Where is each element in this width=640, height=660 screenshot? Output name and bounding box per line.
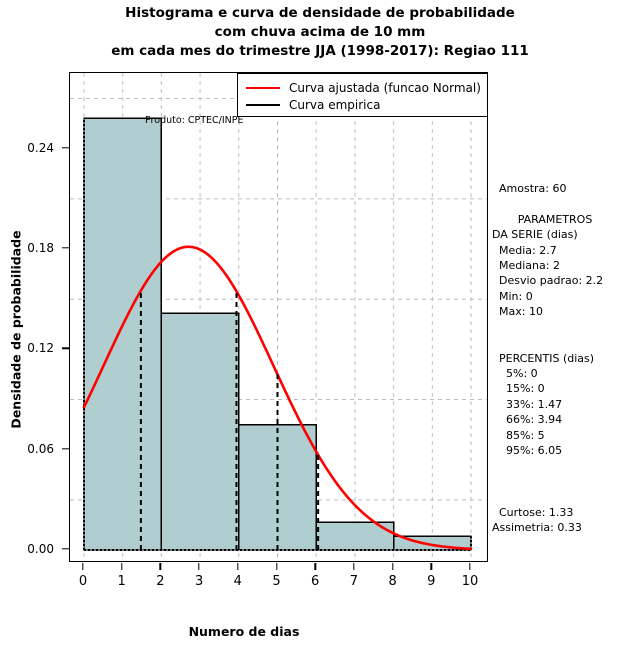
y-axis-tick-label: 0.18 (27, 241, 54, 256)
x-axis-tick-mark (430, 563, 432, 570)
x-axis-label: Numero de dias (188, 624, 300, 639)
x-axis-tick-label: 5 (272, 574, 281, 589)
stat-mean: Media: 2.7 (499, 243, 557, 257)
y-axis-tick-mark (62, 146, 69, 149)
x-axis-tick-label: 8 (388, 574, 397, 589)
x-axis-tick-label: 4 (233, 574, 242, 589)
y-axis-tick-label: 0.24 (27, 140, 54, 155)
stat-p33: 33%: 1.47 (506, 397, 563, 411)
x-axis-tick-label: 6 (311, 574, 320, 589)
x-axis-tick-mark (198, 563, 200, 570)
y-axis-tick-mark (62, 447, 69, 450)
stat-p95: 95%: 6.05 (506, 444, 563, 458)
chart-title: Histograma e curva de densidade de proba… (0, 4, 640, 61)
y-axis-tick-mark (62, 347, 69, 350)
x-axis-tick-mark (82, 563, 84, 570)
y-axis-tick-mark (62, 247, 69, 249)
producer-watermark: Produto: CPTEC/INPE (145, 115, 244, 126)
stat-max: Max: 10 (499, 305, 543, 319)
x-axis-tick-label: 0 (78, 574, 88, 589)
y-axis-tick-label: 0.12 (27, 341, 54, 356)
legend-label-fitted: Curva ajustada (funcao Normal) (289, 80, 481, 95)
chart-title-line-1: Histograma e curva de densidade de proba… (125, 5, 515, 21)
x-axis-tick-mark (237, 563, 239, 570)
x-axis-tick-mark (391, 563, 394, 570)
stat-median: Mediana: 2 (499, 259, 560, 273)
x-axis-tick-mark (353, 563, 355, 570)
x-axis-tick-label: 7 (349, 574, 359, 589)
stat-p05: 5%: 0 (506, 367, 538, 381)
x-axis-tick-mark (275, 563, 278, 570)
y-axis-tick-label: 0.00 (27, 542, 54, 556)
stat-params-heading-2: DA SERIE (dias) (492, 228, 578, 242)
stat-sample-size: Amostra: 60 (499, 182, 567, 195)
stat-kurtosis: Curtose: 1.33 (499, 505, 574, 519)
legend-line-icon-fitted (246, 86, 280, 89)
histogram-bar (83, 117, 163, 551)
y-axis-tick-mark (62, 548, 69, 550)
x-axis-tick-label: 2 (156, 574, 165, 589)
stat-p85: 85%: 5 (506, 428, 545, 442)
legend-item-fitted: Curva ajustada (funcao Normal) (238, 79, 487, 96)
statistics-panel: Amostra: 60 PARAMETROS DA SERIE (dias) M… (492, 181, 640, 536)
y-axis-label: Densidade de probabilidade (8, 230, 24, 429)
plot-area (69, 72, 488, 562)
x-axis-tick-label: 10 (461, 574, 479, 589)
legend-label-empirical: Curva empirica (289, 97, 381, 112)
stat-percentiles-heading: PERCENTIS (dias) (499, 351, 595, 365)
stat-stddev: Desvio padrao: 2.2 (499, 274, 604, 288)
legend-item-empirical: Curva empirica (238, 96, 487, 113)
y-axis-tick-label: 0.06 (27, 441, 54, 456)
plot-svg (70, 73, 487, 561)
x-axis-tick-mark (159, 563, 162, 570)
x-axis-tick-label: 9 (427, 574, 436, 589)
x-axis-tick-label: 3 (194, 574, 204, 589)
stat-params-heading-1: PARAMETROS (517, 212, 593, 226)
chart-title-line-3: em cada mes do trimestre JJA (1998-2017)… (111, 43, 529, 59)
histogram-bar (160, 312, 240, 551)
stat-p15: 15%: 0 (506, 382, 545, 396)
x-axis-tick-label: 1 (117, 574, 126, 589)
stat-min: Min: 0 (499, 289, 533, 303)
chart-title-line-2: com chuva acima de 10 mm (214, 24, 426, 40)
x-axis-tick-mark (314, 563, 316, 570)
chart-legend: Curva ajustada (funcao Normal) Curva emp… (237, 73, 488, 117)
stat-skewness: Assimetria: 0.33 (492, 521, 582, 535)
x-axis-tick-mark (469, 563, 471, 570)
legend-line-icon-empirical (246, 103, 280, 106)
stat-p66: 66%: 3.94 (506, 413, 563, 427)
x-axis-tick-mark (120, 563, 123, 570)
